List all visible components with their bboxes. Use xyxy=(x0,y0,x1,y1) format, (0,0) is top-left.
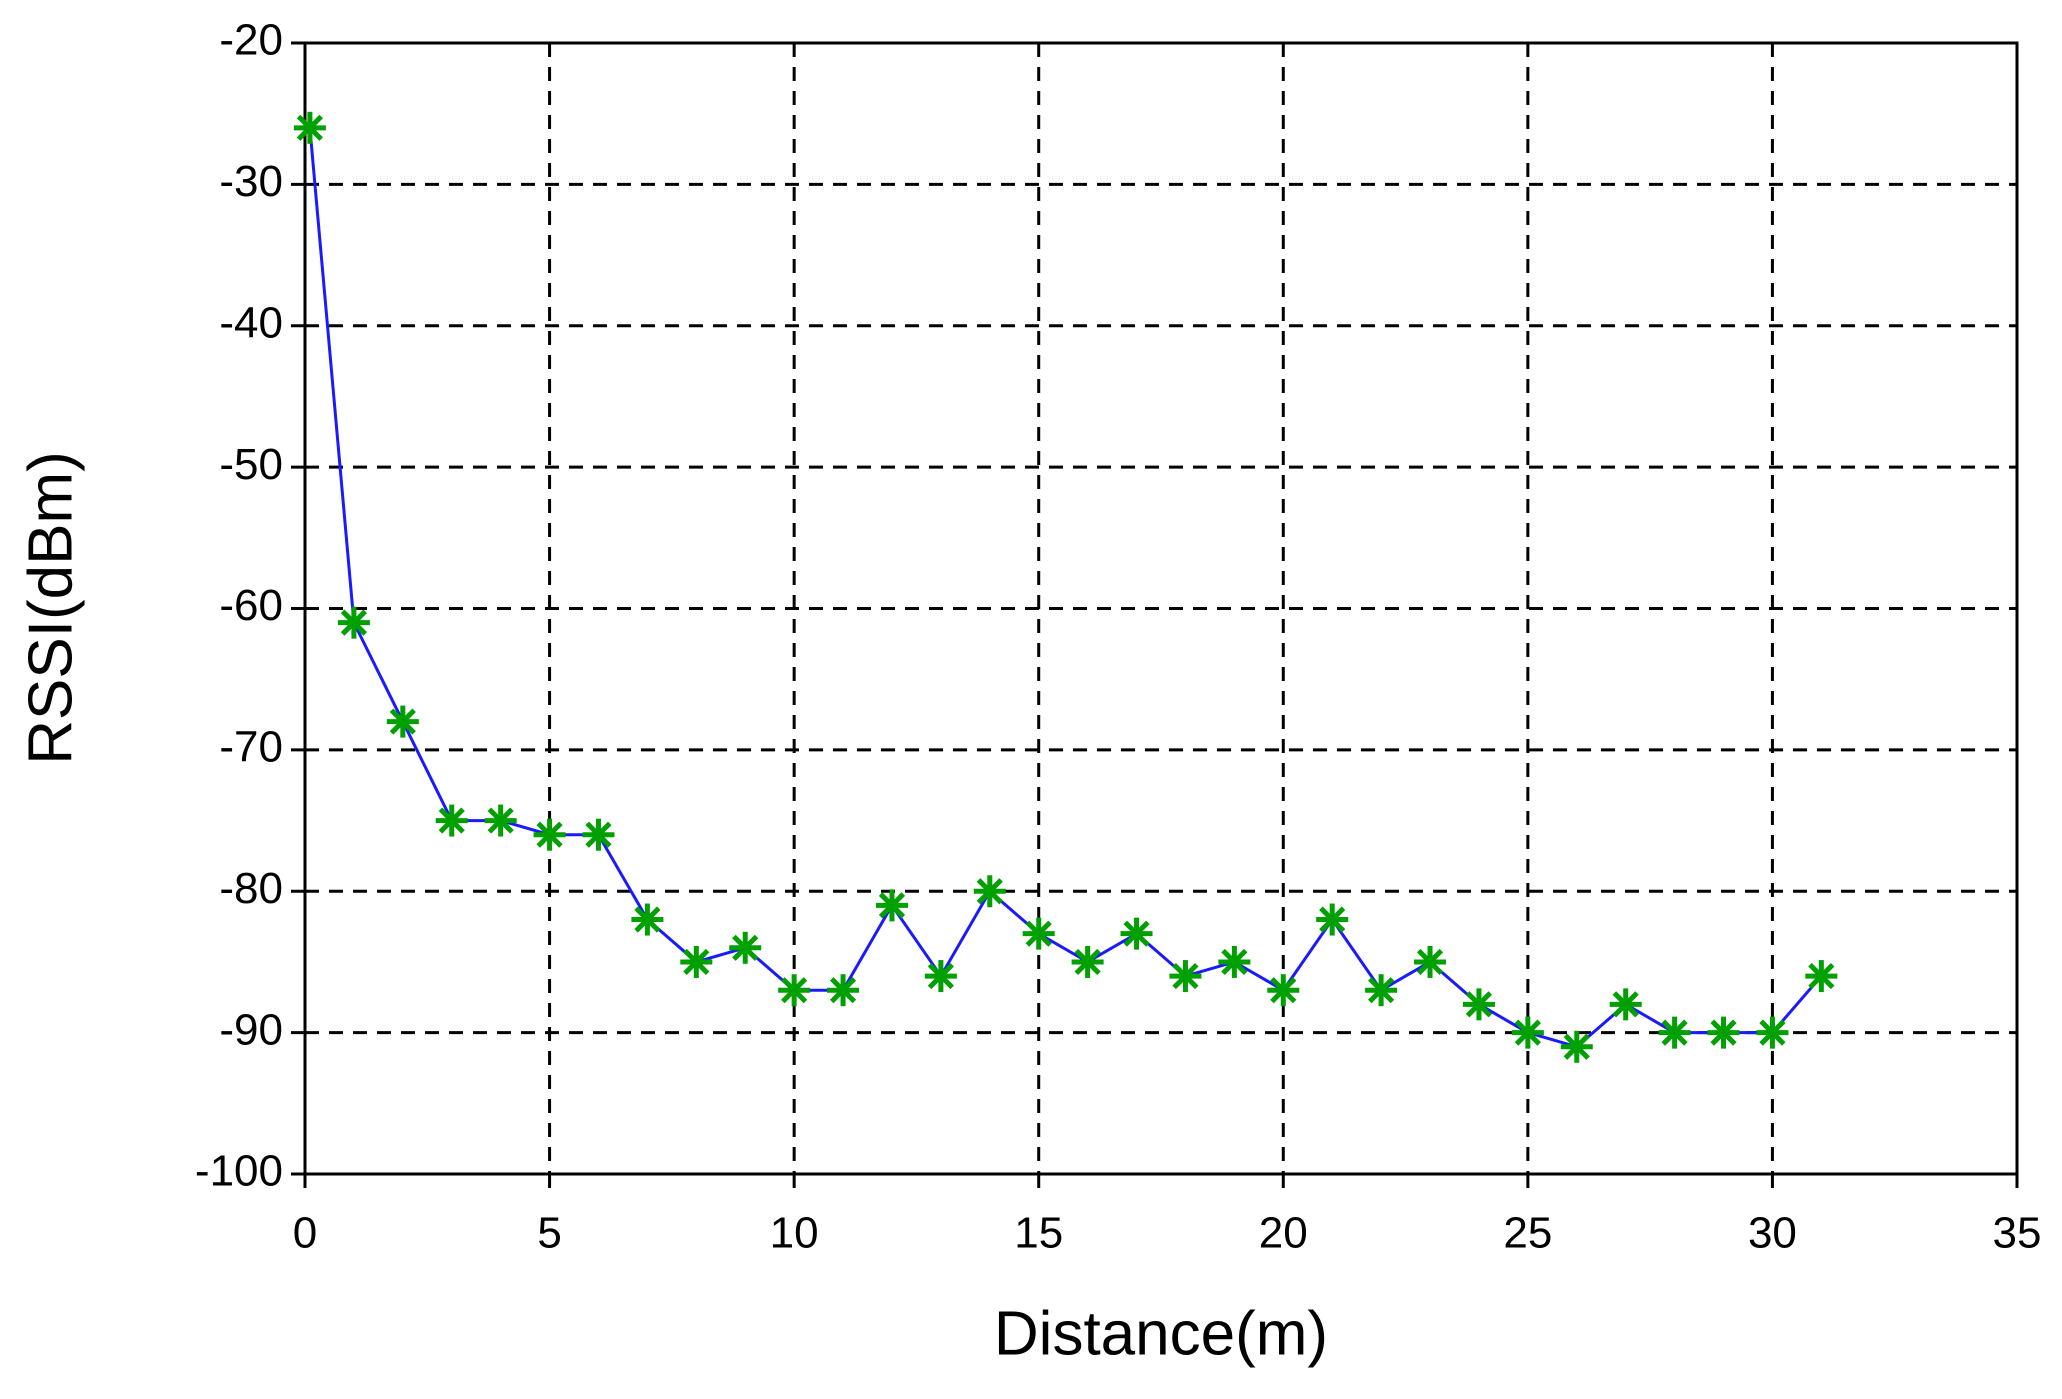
data-point xyxy=(386,705,419,738)
data-point xyxy=(1805,960,1838,993)
marker-stroke xyxy=(389,708,416,735)
marker-stroke xyxy=(1172,962,1199,990)
marker-stroke xyxy=(1612,991,1639,1018)
marker-stroke xyxy=(1319,906,1346,933)
marker-stroke xyxy=(1710,1019,1737,1046)
data-point xyxy=(1169,960,1202,993)
data-point xyxy=(435,804,468,837)
data-point xyxy=(875,889,908,922)
data-point xyxy=(1707,1016,1740,1049)
marker-stroke xyxy=(1123,920,1150,947)
marker-stroke xyxy=(1514,1019,1541,1046)
x-tick-label: 0 xyxy=(293,1209,317,1258)
y-tick-label: -80 xyxy=(219,864,283,913)
marker-stroke xyxy=(1416,948,1444,976)
data-point xyxy=(533,818,566,851)
marker-stroke xyxy=(1808,962,1835,990)
x-tick-label: 35 xyxy=(1993,1209,2042,1258)
data-point xyxy=(1218,945,1251,978)
data-point xyxy=(337,606,370,639)
marker-stroke xyxy=(878,892,906,919)
marker-stroke xyxy=(438,807,465,834)
data-point xyxy=(1071,945,1104,978)
data-point xyxy=(1022,917,1055,950)
data-point xyxy=(827,974,860,1007)
x-tick-label: 10 xyxy=(770,1209,819,1258)
plot-frame xyxy=(303,41,2019,1176)
marker-stroke xyxy=(1465,991,1493,1018)
marker-stroke xyxy=(487,807,514,834)
marker-stroke xyxy=(1661,1019,1688,1046)
y-tick-label: -70 xyxy=(219,723,283,772)
data-point xyxy=(631,903,664,936)
data-point xyxy=(293,111,326,144)
marker-stroke xyxy=(1563,1033,1590,1060)
marker-stroke xyxy=(585,821,612,848)
y-axis-label: RSSI(dBm) xyxy=(16,451,85,764)
data-point xyxy=(484,804,517,837)
marker-stroke xyxy=(296,114,323,141)
y-tick-label: -50 xyxy=(219,440,283,489)
marker-stroke xyxy=(1270,977,1297,1004)
marker-stroke xyxy=(340,609,367,636)
data-point xyxy=(1316,903,1349,936)
marker-stroke xyxy=(1221,948,1248,976)
x-tick-label: 20 xyxy=(1259,1209,1308,1258)
x-tick-label: 25 xyxy=(1503,1209,1552,1258)
x-tick-label: 5 xyxy=(537,1209,561,1258)
marker-stroke xyxy=(1074,948,1101,976)
data-point xyxy=(1462,988,1495,1021)
data-point xyxy=(778,974,811,1007)
y-tick-label: -40 xyxy=(219,298,283,347)
marker-stroke xyxy=(781,977,808,1004)
marker-stroke xyxy=(634,906,661,933)
y-tick-label: -100 xyxy=(195,1147,283,1196)
marker-stroke xyxy=(683,948,710,976)
data-point xyxy=(1658,1016,1691,1049)
x-axis-label: Distance(m) xyxy=(994,1299,1328,1368)
marker-stroke xyxy=(829,977,857,1004)
data-line xyxy=(308,127,1823,1049)
data-point xyxy=(924,960,957,993)
y-tick-label: -60 xyxy=(219,581,283,630)
y-tick-label: -30 xyxy=(219,157,283,206)
y-tick-label: -90 xyxy=(219,1005,283,1054)
y-tick-label: -20 xyxy=(219,16,283,65)
data-point xyxy=(680,945,713,978)
data-point xyxy=(1365,974,1398,1007)
data-point xyxy=(973,875,1006,908)
marker-stroke xyxy=(1368,977,1395,1004)
data-point xyxy=(729,931,762,964)
data-point xyxy=(1267,974,1300,1007)
data-point xyxy=(1609,988,1642,1021)
marker-stroke xyxy=(732,934,759,961)
x-tick-label: 15 xyxy=(1014,1209,1063,1258)
x-tick-label: 30 xyxy=(1748,1209,1797,1258)
data-point xyxy=(1756,1016,1789,1049)
data-point xyxy=(1120,917,1153,950)
data-point xyxy=(1511,1016,1544,1049)
data-point xyxy=(1560,1030,1593,1063)
marker-stroke xyxy=(1025,920,1052,947)
marker-stroke xyxy=(927,962,954,990)
marker-stroke xyxy=(536,821,563,848)
marker-stroke xyxy=(976,878,1003,905)
marker-stroke xyxy=(1759,1019,1786,1046)
data-point xyxy=(1414,945,1447,978)
data-point xyxy=(582,818,615,851)
